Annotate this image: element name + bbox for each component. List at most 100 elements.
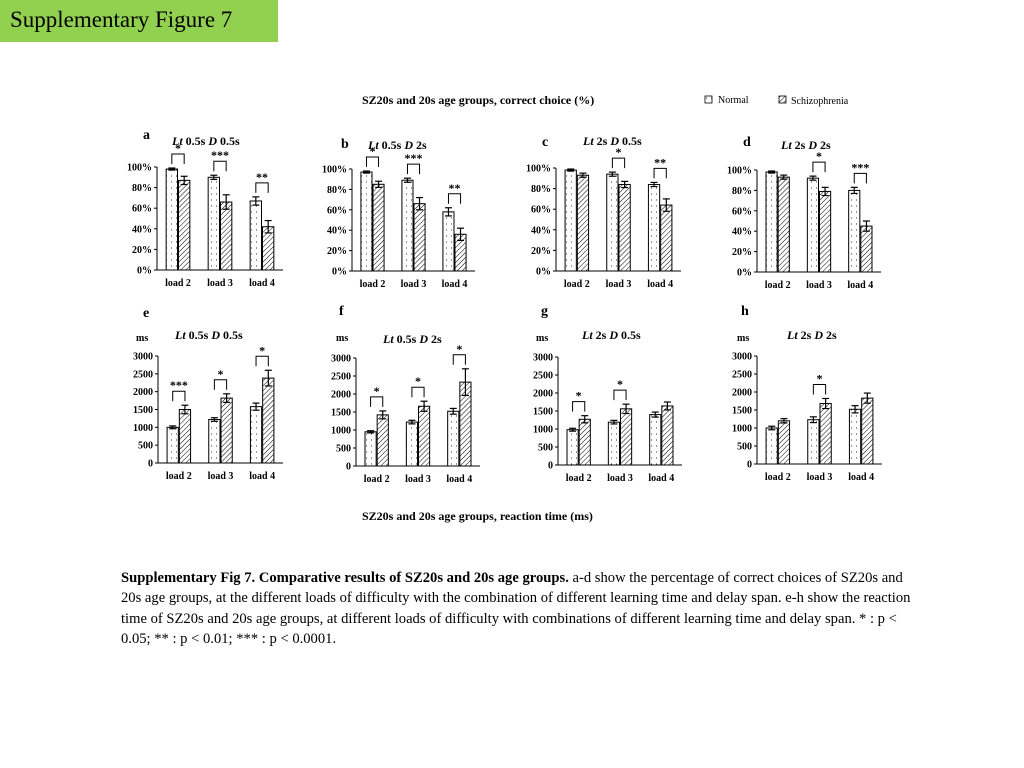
- bar-schizophrenia: [262, 377, 275, 464]
- bar-normal: [442, 211, 455, 272]
- y-axis-label: ms: [536, 333, 548, 344]
- page-title: Supplementary Figure 7: [10, 7, 233, 32]
- bar-normal: [765, 171, 778, 273]
- significance-bracket: [213, 379, 228, 390]
- y-tick-label: 500: [538, 443, 553, 454]
- y-tick-label: 20%: [132, 245, 152, 256]
- x-tick-label: load 2: [566, 473, 592, 484]
- y-tick-label: 20%: [732, 247, 752, 258]
- y-tick-label: 100%: [526, 164, 551, 175]
- significance-bracket: [572, 401, 586, 412]
- bar-schizophrenia: [220, 397, 233, 464]
- panel-letter: a: [143, 128, 150, 143]
- panel-letter: e: [143, 306, 149, 321]
- significance-marker: *: [370, 144, 376, 158]
- x-tick-label: load 3: [405, 474, 431, 485]
- x-tick-label: load 4: [848, 472, 874, 483]
- y-tick-label: 60%: [732, 206, 752, 217]
- y-tick-label: 20%: [531, 246, 551, 257]
- bottom-figure-title: SZ20s and 20s age groups, reaction time …: [362, 509, 593, 523]
- y-tick-label: 100%: [322, 165, 347, 176]
- significance-marker: **: [256, 170, 268, 184]
- y-tick-label: 60%: [132, 204, 152, 215]
- y-tick-label: 1000: [331, 426, 351, 437]
- x-tick-label: load 2: [360, 279, 386, 290]
- panel-letter: c: [542, 135, 548, 150]
- y-tick-label: 40%: [327, 226, 347, 237]
- title-banner: Supplementary Figure 7: [0, 0, 278, 42]
- significance-bracket: [812, 383, 827, 395]
- bar-schizophrenia: [661, 405, 674, 466]
- y-tick-label: 0: [148, 459, 153, 470]
- x-tick-label: load 3: [207, 278, 233, 289]
- significance-bracket: [411, 386, 425, 398]
- y-axis-label: ms: [336, 333, 348, 344]
- panel-title: Lt 2s D 0.5s: [582, 134, 642, 148]
- chart-panel-h: h Lt 2s D 2s ms 0 500 1000 1500 2000 2500 3000 loa…: [732, 304, 882, 483]
- y-tick-label: 40%: [732, 227, 752, 238]
- bar-schizophrenia: [620, 408, 633, 466]
- bar-normal: [564, 169, 577, 272]
- panel-title: Lt 2s D 2s: [786, 328, 837, 342]
- y-tick-label: 80%: [531, 184, 551, 195]
- chart-panels: a Lt 0.5s D 0.5s 0% 20% 40% 60% 80% 100% load 2 *…: [127, 128, 882, 485]
- x-tick-label: load 4: [648, 473, 674, 484]
- panel-title: Lt 0.5s D 2s: [367, 138, 427, 152]
- x-tick-label: load 4: [249, 278, 275, 289]
- bar-schizophrenia: [777, 420, 791, 465]
- y-tick-label: 0: [346, 462, 351, 473]
- y-tick-label: 500: [336, 444, 351, 455]
- bar-normal: [606, 173, 619, 272]
- significance-bracket: [365, 156, 380, 168]
- y-tick-label: 1000: [732, 424, 752, 435]
- bar-schizophrenia: [576, 174, 590, 272]
- y-tick-label: 2000: [732, 388, 752, 399]
- significance-bracket: [452, 354, 466, 365]
- y-tick-label: 20%: [327, 246, 347, 257]
- x-tick-label: load 2: [765, 280, 791, 291]
- y-tick-label: 3000: [732, 352, 752, 363]
- significance-marker: **: [654, 155, 666, 169]
- y-tick-label: 2000: [533, 389, 553, 400]
- significance-bracket: [255, 355, 269, 367]
- bar-normal: [607, 421, 621, 466]
- figure-caption: Supplementary Fig 7. Comparative results…: [121, 568, 911, 649]
- y-tick-label: 80%: [327, 185, 347, 196]
- y-tick-label: 2000: [133, 387, 153, 398]
- x-tick-label: load 2: [564, 279, 590, 290]
- chart-panel-a: a Lt 0.5s D 0.5s 0% 20% 40% 60% 80% 100% load 2 *…: [127, 128, 283, 289]
- y-tick-label: 2500: [331, 372, 351, 383]
- y-tick-label: 3000: [133, 352, 153, 363]
- y-tick-label: 0%: [332, 267, 347, 278]
- x-tick-label: load 2: [765, 472, 791, 483]
- bar-schizophrenia: [413, 203, 426, 272]
- bar-schizophrenia: [819, 190, 832, 273]
- bar-schizophrenia: [861, 397, 874, 465]
- y-tick-label: 500: [737, 442, 752, 453]
- y-tick-label: 40%: [531, 225, 551, 236]
- panel-title: Lt 2s D 0.5s: [581, 328, 641, 342]
- significance-bracket: [812, 161, 826, 173]
- y-tick-label: 0%: [536, 267, 551, 278]
- x-tick-label: load 2: [166, 471, 192, 482]
- panel-title: Lt 0.5s D 0.5s: [171, 134, 240, 148]
- panel-letter: b: [341, 137, 349, 152]
- y-tick-label: 1500: [331, 408, 351, 419]
- bar-normal: [765, 427, 778, 465]
- y-tick-label: 80%: [732, 186, 752, 197]
- bar-schizophrenia: [618, 183, 631, 272]
- x-tick-label: load 4: [647, 279, 673, 290]
- significance-marker: *: [576, 389, 582, 403]
- x-tick-label: load 4: [249, 471, 275, 482]
- bar-normal: [166, 426, 179, 464]
- x-tick-label: load 2: [165, 278, 191, 289]
- significance-marker: *: [617, 377, 623, 391]
- x-tick-label: load 3: [806, 280, 832, 291]
- bar-normal: [806, 177, 820, 273]
- bar-schizophrenia: [376, 414, 389, 467]
- y-axis-label: ms: [136, 333, 148, 344]
- bar-normal: [807, 419, 820, 465]
- bar-normal: [249, 200, 263, 271]
- x-tick-label: load 3: [208, 471, 234, 482]
- y-tick-label: 2500: [533, 371, 553, 382]
